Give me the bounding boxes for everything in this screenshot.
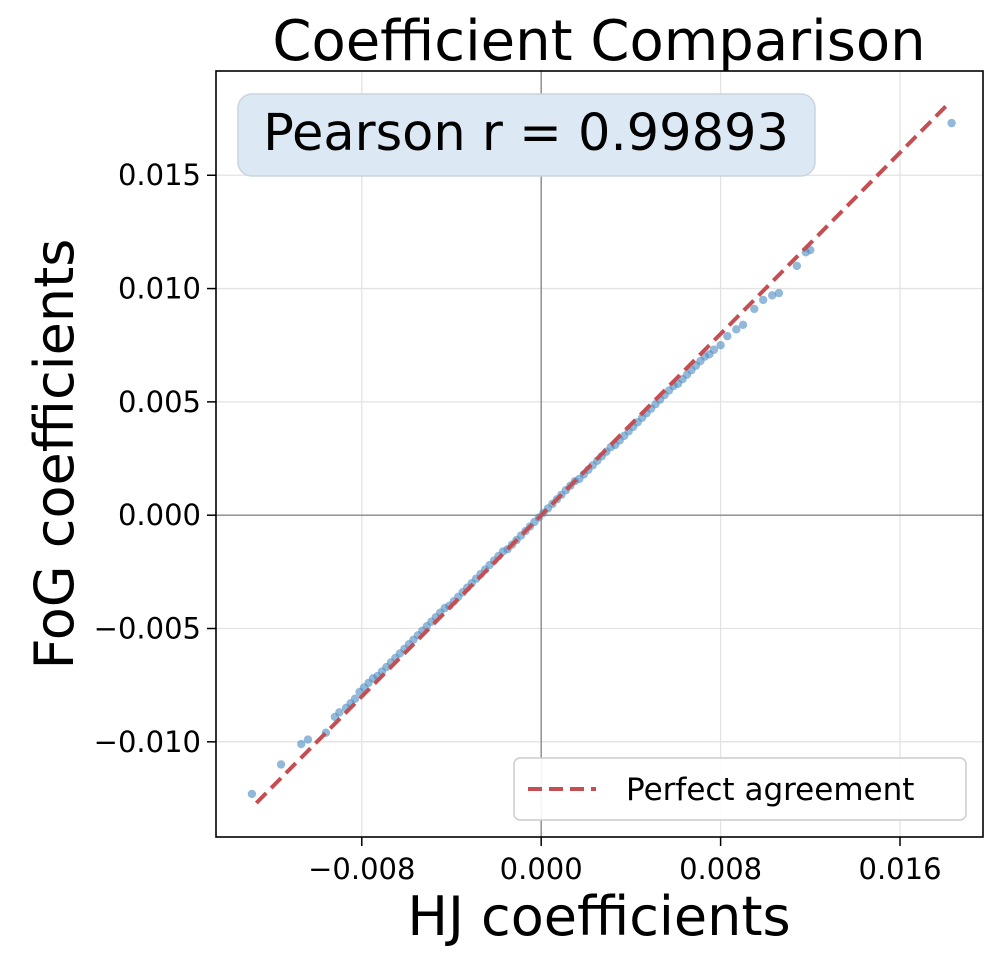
y-tick-label: 0.000 — [118, 498, 201, 532]
annotation-text: Pearson r = 0.99893 — [263, 104, 789, 163]
pearson-annotation: Pearson r = 0.99893 — [237, 93, 816, 177]
scatter-point — [276, 760, 286, 769]
scatter-point — [716, 341, 725, 350]
scatter-point — [723, 331, 732, 341]
plot-frame — [215, 70, 984, 838]
scatter-point — [247, 789, 257, 799]
y-tick-label: 0.005 — [118, 385, 201, 419]
y-axis-title: FoG coefficients — [23, 239, 86, 670]
zero-lines — [216, 71, 983, 837]
scatter-point — [767, 291, 777, 300]
scatter-point — [750, 304, 759, 314]
scatter-point — [303, 735, 313, 744]
perfect-agreement-line — [254, 103, 949, 805]
y-tick-label: −0.005 — [94, 612, 201, 646]
x-tick-label: 0.016 — [859, 852, 942, 886]
x-tick-label: 0.008 — [679, 852, 762, 886]
scatter-point — [738, 320, 748, 330]
scatter-point — [350, 694, 360, 703]
scatter-point — [709, 345, 719, 354]
legend-box — [513, 757, 967, 821]
scatter-point — [947, 118, 956, 128]
scatter-point — [759, 295, 768, 305]
scatter-point — [732, 325, 741, 334]
x-tick-label: −0.008 — [308, 852, 415, 886]
x-ticks: −0.008 0.000 0.008 0.016 — [308, 837, 942, 886]
annotation-box — [237, 93, 816, 177]
chart-title: Coefficient Comparison — [272, 9, 925, 74]
y-tick-label: −0.010 — [94, 725, 201, 759]
y-tick-label: 0.010 — [118, 272, 201, 306]
x-axis-title: HJ coefficients — [407, 885, 790, 948]
scatter-point — [792, 261, 802, 271]
y-tick-label: 0.015 — [118, 158, 201, 192]
y-ticks: −0.010 −0.005 0.000 0.005 0.010 0.015 — [94, 158, 216, 759]
scatter-point — [774, 288, 784, 298]
reference-line-layer — [254, 103, 949, 805]
scatter-point — [335, 708, 344, 717]
scatter-point — [297, 739, 306, 749]
x-tick-label: 0.000 — [500, 852, 583, 886]
legend-label-perfect-agreement: Perfect agreement — [626, 772, 914, 808]
legend: Perfect agreement — [513, 757, 967, 821]
